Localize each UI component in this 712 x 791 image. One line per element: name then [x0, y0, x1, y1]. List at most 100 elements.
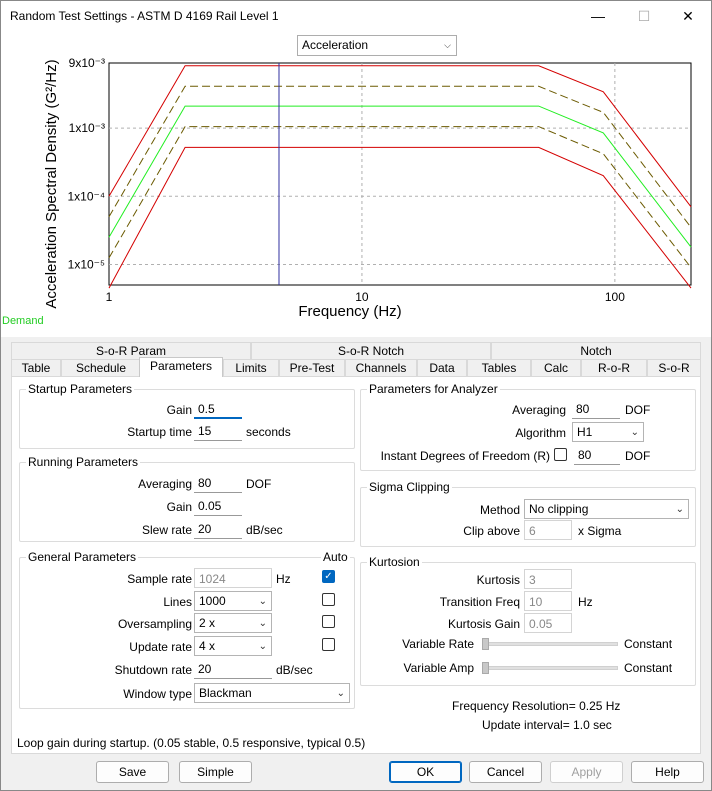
frequency-resolution-text: Frequency Resolution= 0.25 Hz	[452, 699, 621, 713]
kurtosis-input[interactable]: 3	[524, 569, 572, 589]
tab-r-o-r[interactable]: R-o-R	[581, 359, 647, 376]
title-bar: Random Test Settings - ASTM D 4169 Rail …	[1, 1, 711, 31]
tab-channels[interactable]: Channels	[345, 359, 417, 376]
chevron-down-icon: ⌄	[675, 504, 684, 515]
variable-amp-slider[interactable]	[482, 666, 618, 670]
tab-table[interactable]: Table	[11, 359, 61, 376]
status-help-text: Loop gain during startup. (0.05 stable, …	[17, 736, 366, 750]
lines-value: 1000	[199, 594, 226, 608]
auto-column-label: Auto	[321, 550, 350, 564]
startup-time-unit: seconds	[246, 425, 291, 439]
tab-data[interactable]: Data	[417, 359, 467, 376]
variable-amp-slider-thumb[interactable]	[482, 662, 489, 674]
update-rate-label: Update rate	[129, 640, 192, 654]
startup-time-label: Startup time	[127, 425, 192, 439]
tab-limits[interactable]: Limits	[223, 359, 279, 376]
series-line-3	[108, 126, 692, 268]
chevron-down-icon: ⌄	[258, 641, 267, 652]
window-type-select[interactable]: Blackman ⌄	[194, 683, 350, 703]
series-line-4	[108, 146, 692, 289]
lines-auto-checkbox[interactable]	[322, 593, 335, 606]
running-parameters-group: Running Parameters	[19, 455, 355, 542]
algorithm-value: H1	[577, 425, 593, 439]
running-gain-input[interactable]: 0.05	[194, 496, 242, 516]
transition-freq-input[interactable]: 10	[524, 591, 572, 611]
lines-select[interactable]: 1000 ⌄	[194, 591, 272, 611]
plot-frame	[108, 62, 692, 286]
general-parameters-title: General Parameters	[26, 550, 139, 564]
sigma-method-value: No clipping	[529, 502, 589, 516]
chevron-down-icon: ⌄	[258, 596, 267, 607]
startup-time-input[interactable]: 15	[194, 421, 242, 441]
lines-label: Lines	[163, 595, 192, 609]
tab-pre-test[interactable]: Pre-Test	[279, 359, 345, 376]
oversampling-label: Oversampling	[117, 617, 192, 631]
apply-button[interactable]: Apply	[550, 761, 623, 783]
oversampling-value: 2 x	[199, 616, 216, 630]
oversampling-select[interactable]: 2 x ⌄	[194, 613, 272, 633]
psd-chart[interactable]: 1 10 100 9x10⁻³ 1x10⁻³ 1x10⁻⁴ 1x10⁻⁵ Frequency …	[1, 31, 711, 337]
sigma-clipping-group: Sigma Clipping	[360, 480, 696, 547]
update-rate-select[interactable]: 4 x ⌄	[194, 636, 272, 656]
tab-tables[interactable]: Tables	[467, 359, 531, 376]
update-rate-value: 4 x	[199, 639, 216, 653]
tab-sor-param[interactable]: S-o-R Param	[11, 342, 251, 359]
tab-s-o-r[interactable]: S-o-R	[647, 359, 701, 376]
minimize-button[interactable]: —	[591, 8, 605, 24]
parameters-panel: Startup Parameters Gain 0.5 Startup time…	[11, 376, 701, 754]
sample-rate-unit: Hz	[276, 572, 291, 586]
variable-rate-slider-thumb[interactable]	[482, 638, 489, 650]
startup-parameters-title: Startup Parameters	[26, 382, 135, 396]
running-gain-label: Gain	[166, 500, 192, 514]
clip-above-unit: x Sigma	[578, 524, 622, 538]
sigma-method-select[interactable]: No clipping ⌄	[524, 499, 689, 519]
update-interval-text: Update interval= 1.0 sec	[482, 718, 612, 732]
measure-combo-value: Acceleration	[302, 38, 369, 52]
tab-notch[interactable]: Notch	[491, 342, 701, 359]
checkmark-icon: ✓	[324, 571, 333, 582]
x-axis-label: Frequency (Hz)	[298, 303, 401, 320]
sample-rate-input[interactable]: 1024	[194, 568, 272, 588]
kurtosion-title: Kurtosion	[367, 555, 422, 569]
algorithm-label: Algorithm	[515, 426, 566, 440]
y-tick-label: 9x10⁻³	[69, 56, 105, 70]
clip-above-input[interactable]: 6	[524, 520, 572, 540]
cancel-button[interactable]: Cancel	[469, 761, 542, 783]
tab-calc[interactable]: Calc	[531, 359, 581, 376]
update-rate-auto-checkbox[interactable]	[322, 638, 335, 651]
window-title: Random Test Settings - ASTM D 4169 Rail …	[10, 9, 279, 23]
instant-dof-input[interactable]: 80	[574, 445, 620, 465]
running-averaging-input[interactable]: 80	[194, 473, 242, 493]
simple-button[interactable]: Simple	[179, 761, 252, 783]
help-button[interactable]: Help	[631, 761, 704, 783]
close-button[interactable]: ✕	[682, 8, 694, 24]
legend-demand-label: Demand	[2, 315, 44, 327]
oversampling-auto-checkbox[interactable]	[322, 615, 335, 628]
algorithm-select[interactable]: H1 ⌄	[572, 422, 644, 442]
general-parameters-group: General Parameters	[19, 550, 355, 709]
clip-above-label: Clip above	[463, 524, 520, 538]
variable-rate-value: Constant	[624, 637, 673, 651]
analyzer-averaging-input[interactable]: 80	[572, 399, 620, 419]
slew-rate-unit: dB/sec	[246, 523, 283, 537]
tab-schedule[interactable]: Schedule	[61, 359, 141, 376]
shutdown-rate-input[interactable]: 20	[194, 659, 272, 679]
kurtosis-gain-input[interactable]: 0.05	[524, 613, 572, 633]
chevron-down-icon: ⌵	[444, 40, 451, 50]
chevron-down-icon: ⌄	[258, 618, 267, 629]
slew-rate-label: Slew rate	[141, 523, 192, 537]
save-button[interactable]: Save	[96, 761, 169, 783]
ok-button[interactable]: OK	[389, 761, 462, 783]
instant-dof-checkbox[interactable]	[554, 448, 567, 461]
slew-rate-input[interactable]: 20	[194, 519, 242, 539]
x-tick-label: 1	[106, 290, 113, 304]
tab-sor-notch[interactable]: S-o-R Notch	[251, 342, 491, 359]
sample-rate-auto-checkbox[interactable]: ✓	[322, 570, 335, 583]
transition-freq-label: Transition Freq	[439, 595, 520, 609]
tab-parameters[interactable]: Parameters	[139, 357, 223, 377]
variable-rate-slider[interactable]	[482, 642, 618, 646]
analyzer-parameters-group: Parameters for Analyzer	[360, 382, 696, 471]
measure-combo[interactable]: Acceleration ⌵	[297, 35, 457, 56]
startup-gain-input[interactable]: 0.5	[194, 399, 242, 419]
maximize-button[interactable]: ☐	[637, 8, 651, 24]
